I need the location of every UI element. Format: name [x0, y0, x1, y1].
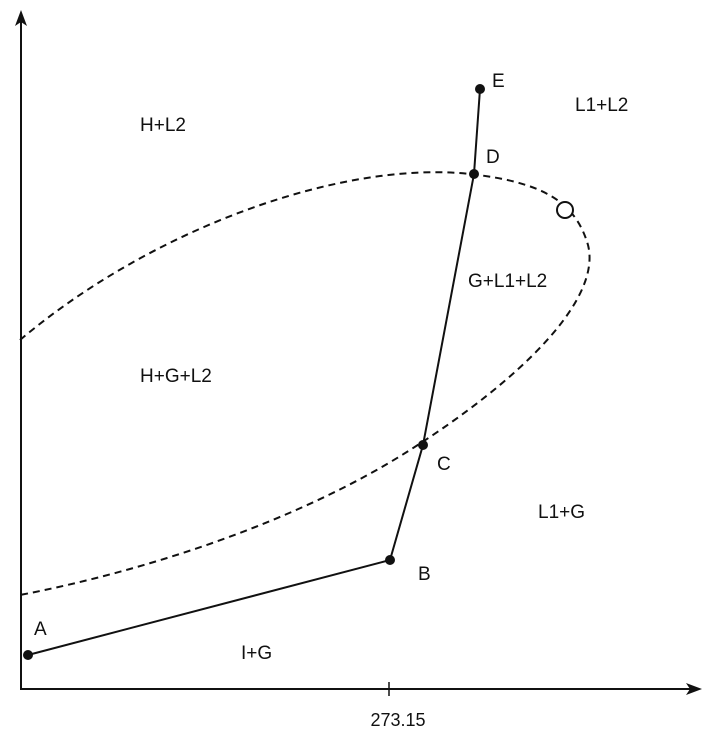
- point-d-marker: [469, 169, 479, 179]
- open-circle-marker: [556, 201, 574, 219]
- region-label-l1-g: L1+G: [538, 502, 585, 523]
- x-axis-arrowhead: [686, 683, 702, 695]
- x-axis-tick-label: 273.15: [370, 710, 425, 730]
- point-a-label: A: [34, 619, 47, 640]
- region-label-l1-l2: L1+L2: [575, 95, 628, 116]
- region-label-g-l1-l2: G+L1+L2: [468, 271, 547, 292]
- point-c-label: C: [437, 454, 451, 475]
- solid-path-b-e: [389, 88, 481, 561]
- point-e-marker: [475, 84, 485, 94]
- dashed-phase-boundary: [19, 171, 591, 596]
- region-label-h-g-l2: H+G+L2: [140, 366, 212, 387]
- y-axis-arrowhead: [15, 10, 27, 26]
- point-d-label: D: [486, 147, 500, 168]
- point-a-marker: [23, 650, 33, 660]
- point-b-label: B: [418, 564, 431, 585]
- region-label-i-g: I+G: [241, 643, 272, 664]
- point-c-marker: [418, 440, 428, 450]
- solid-path-a-b: [27, 559, 391, 656]
- point-e-label: E: [492, 71, 505, 92]
- point-b-marker: [385, 555, 395, 565]
- region-label-h-l2: H+L2: [140, 115, 186, 136]
